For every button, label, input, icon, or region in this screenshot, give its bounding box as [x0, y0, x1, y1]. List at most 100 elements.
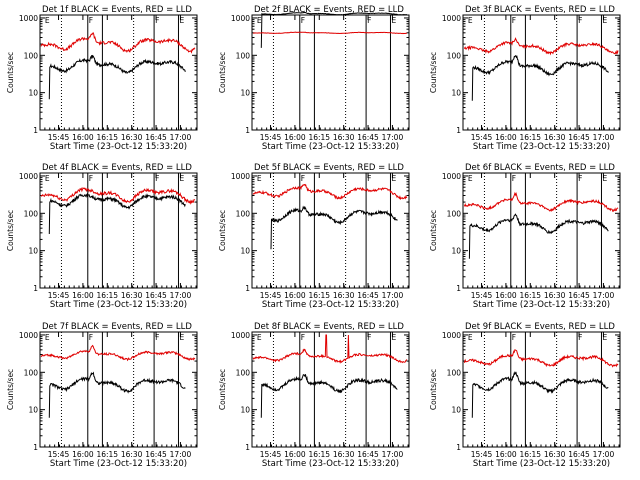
- y-tick-label: 100: [447, 209, 462, 218]
- series-line-black: [270, 205, 398, 250]
- x-tick-label: 15:45: [48, 291, 70, 300]
- chart-title: Det 3f BLACK = Events, RED = LLD: [465, 5, 615, 15]
- series-line-red: [40, 186, 196, 205]
- interval-marker-e: E: [391, 174, 396, 183]
- series-line-red: [40, 31, 196, 54]
- x-tick-label: 15:45: [48, 133, 70, 142]
- y-tick-label: 1000: [231, 14, 250, 23]
- x-axis-label: Start Time (23-Oct-12 15:33:20): [50, 300, 187, 310]
- interval-marker-f: F: [512, 174, 516, 183]
- series-line-red: [464, 191, 619, 213]
- detector-panel-5: Det 5f BLACK = Events, RED = LLD Start Ti…: [218, 163, 410, 310]
- y-tick-label: 10: [451, 406, 461, 415]
- x-tick-label: 16:00: [72, 291, 94, 300]
- y-tick-label: 1000: [442, 172, 461, 181]
- x-tick-label: 16:45: [145, 450, 167, 459]
- y-tick-label: 100: [24, 209, 39, 218]
- x-tick-label: 16:15: [96, 291, 118, 300]
- x-tick-label: 16:00: [495, 450, 517, 459]
- interval-marker-f: F: [89, 16, 93, 25]
- series-line-black: [468, 213, 609, 259]
- interval-marker-e: E: [257, 16, 262, 25]
- y-tick-label: 1: [456, 126, 461, 135]
- series-line-red: [40, 344, 196, 362]
- y-tick-label: 10: [240, 89, 250, 98]
- y-tick-label: 1000: [19, 172, 38, 181]
- x-tick-label: 16:00: [495, 291, 517, 300]
- interval-marker-f: F: [155, 174, 159, 183]
- detector-panel-3: Det 3f BLACK = Events, RED = LLD Start Ti…: [429, 5, 621, 152]
- y-tick-label: 10: [28, 89, 38, 98]
- plot-frame: [39, 331, 198, 448]
- chart-title: Det 7f BLACK = Events, RED = LLD: [42, 322, 192, 332]
- x-tick-label: 16:30: [121, 133, 143, 142]
- interval-marker-e: E: [602, 174, 607, 183]
- y-axis-label: Counts/sec: [6, 210, 15, 251]
- x-tick-label: 17:00: [593, 133, 615, 142]
- interval-marker-e: E: [602, 16, 607, 25]
- x-axis-label: Start Time (23-Oct-12 15:33:20): [473, 142, 610, 152]
- interval-marker-f: F: [155, 16, 159, 25]
- detector-panel-1: Det 1f BLACK = Events, RED = LLD Start Ti…: [6, 5, 198, 152]
- x-axis-label: Start Time (23-Oct-12 15:33:20): [262, 459, 399, 469]
- x-tick-label: 16:30: [121, 450, 143, 459]
- y-tick-label: 10: [451, 89, 461, 98]
- x-tick-label: 16:45: [568, 133, 590, 142]
- interval-marker-e: E: [45, 333, 50, 342]
- series-line-black: [260, 11, 408, 48]
- y-axis-label: Counts/sec: [6, 369, 15, 410]
- series-line-black: [48, 54, 186, 100]
- chart-title: Det 2f BLACK = Events, RED = LLD: [254, 5, 404, 15]
- x-tick-label: 16:15: [519, 291, 541, 300]
- y-tick-label: 1: [456, 284, 461, 293]
- y-tick-label: 100: [236, 51, 251, 60]
- x-tick-label: 15:45: [48, 450, 70, 459]
- interval-marker-e: E: [257, 174, 262, 183]
- chart-title: Det 6f BLACK = Events, RED = LLD: [465, 163, 615, 173]
- interval-marker-f: F: [578, 333, 582, 342]
- x-axis-label: Start Time (23-Oct-12 15:33:20): [262, 142, 399, 152]
- series-line-red: [463, 349, 619, 368]
- interval-marker-e: E: [179, 16, 184, 25]
- x-tick-label: 17:00: [593, 291, 615, 300]
- detector-panel-2: Det 2f BLACK = Events, RED = LLD Start Ti…: [218, 5, 410, 152]
- chart-title: Det 4f BLACK = Events, RED = LLD: [42, 163, 192, 173]
- x-tick-label: 15:45: [260, 291, 282, 300]
- interval-marker-e: E: [468, 333, 473, 342]
- y-axis-label: Counts/sec: [218, 369, 227, 410]
- x-tick-label: 16:30: [333, 133, 355, 142]
- x-tick-label: 16:15: [96, 450, 118, 459]
- interval-marker-f: F: [301, 16, 305, 25]
- detector-panel-6: Det 6f BLACK = Events, RED = LLD Start Ti…: [429, 163, 621, 310]
- interval-marker-f: F: [578, 174, 582, 183]
- x-tick-label: 16:00: [284, 133, 306, 142]
- y-axis-label: Counts/sec: [429, 210, 438, 251]
- interval-marker-e: E: [179, 174, 184, 183]
- x-tick-label: 16:30: [333, 291, 355, 300]
- y-tick-label: 10: [28, 247, 38, 256]
- x-tick-label: 16:15: [519, 133, 541, 142]
- detector-panel-8: Det 8f BLACK = Events, RED = LLD Start Ti…: [218, 322, 410, 469]
- x-tick-label: 17:00: [170, 450, 192, 459]
- y-axis-label: Counts/sec: [218, 52, 227, 93]
- x-tick-label: 16:00: [72, 450, 94, 459]
- x-axis-label: Start Time (23-Oct-12 15:33:20): [50, 459, 187, 469]
- x-tick-label: 17:00: [382, 450, 404, 459]
- x-tick-label: 15:45: [260, 133, 282, 142]
- x-tick-label: 16:45: [568, 291, 590, 300]
- interval-marker-e: E: [179, 333, 184, 342]
- x-tick-label: 16:15: [308, 133, 330, 142]
- y-tick-label: 10: [28, 406, 38, 415]
- y-tick-label: 1: [33, 284, 38, 293]
- y-tick-label: 1000: [231, 331, 250, 340]
- y-tick-label: 10: [240, 406, 250, 415]
- interval-marker-f: F: [155, 333, 159, 342]
- plot-frame: [39, 14, 198, 131]
- y-tick-label: 1000: [442, 331, 461, 340]
- x-tick-label: 17:00: [593, 450, 615, 459]
- interval-marker-f: F: [367, 333, 371, 342]
- y-tick-label: 1: [245, 443, 250, 452]
- x-axis-label: Start Time (23-Oct-12 15:33:20): [262, 300, 399, 310]
- interval-marker-f: F: [367, 16, 371, 25]
